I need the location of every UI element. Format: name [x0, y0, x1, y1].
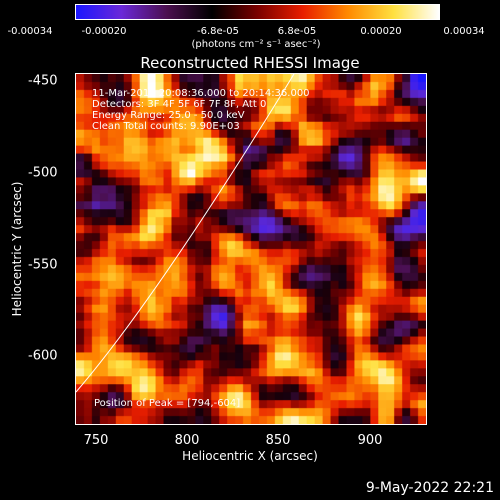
peak-position-label: Position of Peak = [794,-604]: [94, 398, 241, 409]
y-tick-label: -600: [28, 348, 58, 364]
colorbar-tick-label: -0.00034: [7, 26, 53, 37]
y-axis-label: Heliocentric Y (arcsec): [10, 181, 24, 317]
x-tick-label: 750: [83, 433, 109, 448]
energy-range-label: Energy Range: 25.0 - 50.0 keV: [92, 110, 245, 121]
colorbar-tick-label: 0.00020: [360, 26, 402, 37]
detectors-label: Detectors: 3F 4F 5F 6F 7F 8F, Att 0: [92, 99, 267, 110]
limb-curve: [76, 74, 295, 393]
clean-counts-label: Clean Total counts: 9.90E+03: [92, 121, 240, 132]
heatmap-image: [76, 74, 426, 424]
colorbar-tick-label: 6.8e-05: [277, 26, 317, 37]
colorbar-tick-label: -0.00020: [81, 26, 127, 37]
y-tick-label: -500: [28, 165, 58, 181]
colorbar-tick-label: 0.00034: [443, 26, 485, 37]
colorbar: [75, 4, 440, 20]
x-tick-label: 850: [265, 433, 291, 448]
footer-date: 9-May-2022 22:21: [365, 480, 494, 496]
time-range-label: 11-Mar-2011 20:08:36.000 to 20:14:36.000: [92, 88, 310, 99]
plot-title: Reconstructed RHESSI Image: [140, 54, 360, 72]
plot-area: 11-Mar-2011 20:08:36.000 to 20:14:36.000…: [75, 73, 427, 425]
x-axis-label: Heliocentric X (arcsec): [182, 449, 318, 463]
y-tick-label: -450: [28, 73, 58, 89]
colorbar-units: (photons cm⁻² s⁻¹ asec⁻²): [191, 39, 321, 50]
x-tick-label: 800: [174, 433, 200, 448]
y-tick-label: -550: [28, 257, 58, 273]
colorbar-tick-label: -6.8e-05: [197, 26, 239, 37]
x-tick-label: 900: [357, 433, 383, 448]
